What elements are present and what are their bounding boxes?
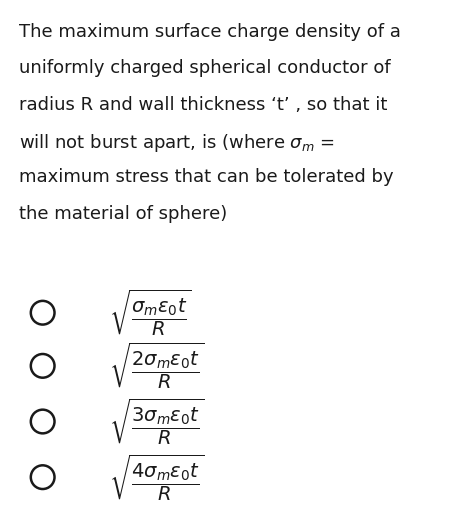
Text: $\sqrt{\dfrac{4\sigma_m \varepsilon_0 t}{R}}$: $\sqrt{\dfrac{4\sigma_m \varepsilon_0 t}… bbox=[109, 452, 204, 502]
Text: The maximum surface charge density of a: The maximum surface charge density of a bbox=[19, 23, 401, 41]
Text: $\sqrt{\dfrac{2\sigma_m \varepsilon_0 t}{R}}$: $\sqrt{\dfrac{2\sigma_m \varepsilon_0 t}… bbox=[109, 341, 204, 391]
Text: $\sqrt{\dfrac{\sigma_m \varepsilon_0 t}{R}}$: $\sqrt{\dfrac{\sigma_m \varepsilon_0 t}{… bbox=[109, 288, 192, 338]
Text: maximum stress that can be tolerated by: maximum stress that can be tolerated by bbox=[19, 168, 393, 186]
Text: uniformly charged spherical conductor of: uniformly charged spherical conductor of bbox=[19, 59, 391, 77]
Text: radius R and wall thickness ‘t’ , so that it: radius R and wall thickness ‘t’ , so tha… bbox=[19, 95, 387, 114]
Text: $\sqrt{\dfrac{3\sigma_m \varepsilon_0 t}{R}}$: $\sqrt{\dfrac{3\sigma_m \varepsilon_0 t}… bbox=[109, 396, 204, 447]
Text: will not burst apart, is (where $\sigma_m$ =: will not burst apart, is (where $\sigma_… bbox=[19, 132, 335, 154]
Text: the material of sphere): the material of sphere) bbox=[19, 205, 227, 223]
